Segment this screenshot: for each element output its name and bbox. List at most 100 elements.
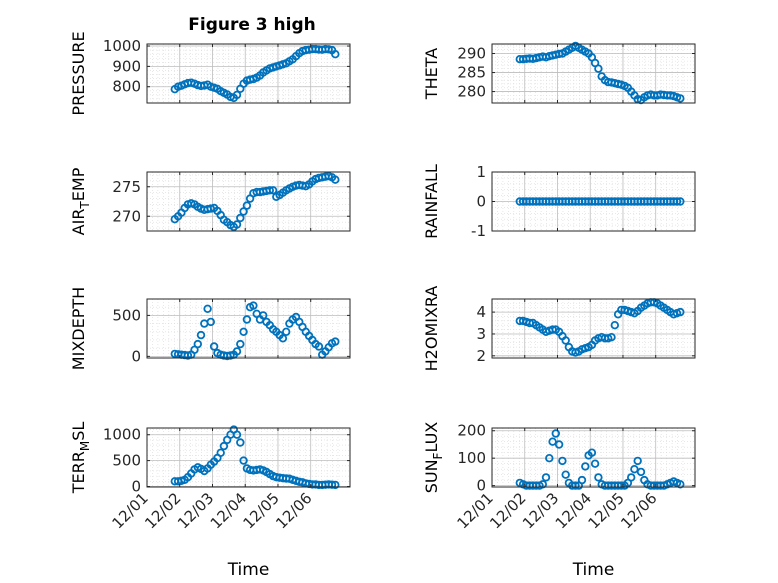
data-point xyxy=(577,475,587,485)
subplot-sun-flux: 0 100 200 SUNFLUX 12/0112/0212/0312/0412/051… xyxy=(422,422,696,580)
y-axis-label: THETA xyxy=(422,48,441,100)
data-point xyxy=(331,480,340,490)
data-point xyxy=(331,50,340,59)
plot-area xyxy=(492,428,695,487)
data-point xyxy=(239,327,248,336)
data-point xyxy=(209,342,219,351)
data-point xyxy=(676,480,685,489)
data-point xyxy=(268,186,278,195)
y-tick-label: 0 xyxy=(476,193,486,211)
x-tick-label: 12/05 xyxy=(584,489,627,532)
data-point xyxy=(278,334,288,343)
y-tick-label: 4 xyxy=(476,303,486,321)
axes-box xyxy=(146,427,351,488)
x-tick-label: 12/02 xyxy=(141,489,184,532)
data-point xyxy=(554,440,564,449)
data-point xyxy=(676,197,685,206)
y-tick-label: 285 xyxy=(457,64,486,82)
y-tick-label: 270 xyxy=(112,207,141,225)
data-point xyxy=(206,317,215,327)
data-point xyxy=(236,339,245,349)
x-tick-label: 12/06 xyxy=(272,489,315,532)
y-axis-label: RAINFALL xyxy=(422,164,441,239)
data-point xyxy=(676,307,685,317)
data-point xyxy=(265,186,274,195)
axes-box xyxy=(146,43,351,104)
data-point xyxy=(331,337,340,346)
data-point xyxy=(548,437,557,446)
data-point xyxy=(236,438,245,447)
y-tick-label: 0 xyxy=(476,477,486,495)
y-tick-label: 1 xyxy=(476,163,486,181)
y-tick-label: 500 xyxy=(112,452,141,470)
axes-box xyxy=(491,427,696,488)
y-tick-label: 3 xyxy=(476,325,486,343)
subplot-terr-msl: 0 500 1000 TERRMSL 12/0112/0212/0312/0412/05… xyxy=(69,422,351,580)
data-point xyxy=(610,321,619,330)
data-point xyxy=(571,481,580,490)
data-point xyxy=(545,454,554,463)
data-point xyxy=(239,207,248,216)
x-tick-label: 12/03 xyxy=(519,489,562,532)
data-point xyxy=(587,448,597,457)
y-tick-label: 100 xyxy=(457,449,486,467)
data-point xyxy=(558,456,567,466)
data-point xyxy=(219,441,229,451)
axes-box xyxy=(146,298,351,359)
x-tick-label: 12/06 xyxy=(617,489,660,532)
axes-box xyxy=(146,171,351,232)
y-axis-label: TERRMSL xyxy=(69,422,92,495)
data-point xyxy=(672,197,682,206)
data-point xyxy=(327,480,337,489)
y-tick-label: 1000 xyxy=(103,426,141,444)
data-point xyxy=(561,470,570,479)
x-tick-label: 12/01 xyxy=(454,489,497,532)
x-tick-label: 12/01 xyxy=(109,489,152,532)
y-tick-label: 0 xyxy=(131,347,141,365)
data-point xyxy=(627,473,636,482)
y-axis-label: SUNFLUX xyxy=(422,422,445,494)
data-point xyxy=(538,480,547,489)
data-point xyxy=(551,429,560,438)
data-point xyxy=(242,201,252,210)
data-point xyxy=(590,459,600,468)
y-tick-label: -1 xyxy=(471,222,486,240)
data-point xyxy=(636,467,646,477)
y-tick-label: 1000 xyxy=(103,37,141,55)
x-tick-label: 12/03 xyxy=(174,489,217,532)
y-tick-label: 800 xyxy=(112,78,141,96)
data-point xyxy=(282,327,291,336)
y-tick-label: 290 xyxy=(457,45,486,63)
x-axis-label: Time xyxy=(227,560,270,580)
data-point xyxy=(561,336,570,345)
axes-box xyxy=(491,298,696,359)
data-point xyxy=(541,473,551,482)
x-tick-label: 12/04 xyxy=(207,489,250,532)
x-axis-label: Time xyxy=(572,560,615,580)
y-tick-label: 500 xyxy=(112,306,141,324)
data-point xyxy=(232,430,242,439)
x-tick-label: 12/02 xyxy=(486,489,529,532)
data-point xyxy=(630,465,639,474)
data-point xyxy=(581,462,590,471)
data-point xyxy=(239,456,248,465)
data-point xyxy=(633,456,642,466)
data-point xyxy=(232,90,242,100)
data-point xyxy=(236,213,245,223)
data-point xyxy=(314,342,324,351)
y-tick-label: 200 xyxy=(457,422,486,440)
subplot-rainfall: -1 0 1 RAINFALL xyxy=(422,163,696,240)
data-point xyxy=(216,448,225,457)
subplot-pressure: 800 900 1000 PRESSURE xyxy=(69,31,351,116)
data-point xyxy=(594,473,603,482)
figure-title: Figure 3 high xyxy=(188,15,316,35)
y-tick-label: 900 xyxy=(112,57,141,75)
y-axis-label: PRESSURE xyxy=(69,31,88,115)
x-tick-label: 12/04 xyxy=(552,489,595,532)
data-point xyxy=(249,301,258,310)
x-tick-label: 12/05 xyxy=(239,489,282,532)
y-tick-label: 0 xyxy=(131,477,141,495)
